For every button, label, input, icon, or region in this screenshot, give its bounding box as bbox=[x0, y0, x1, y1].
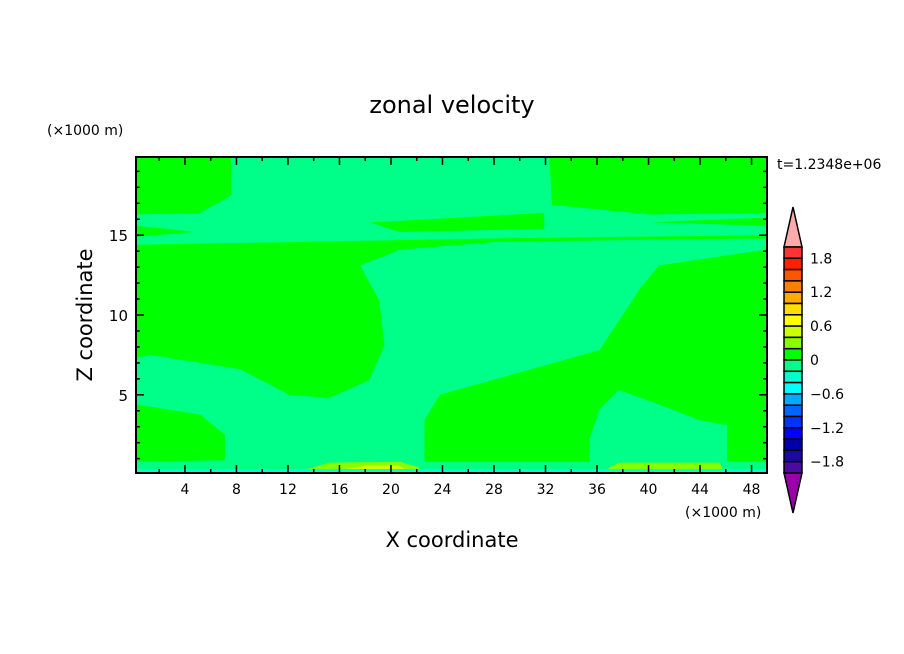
colorbar-under-triangle bbox=[783, 472, 803, 514]
colorbar-swatch bbox=[783, 449, 803, 463]
x-axis-label: X coordinate bbox=[385, 528, 518, 552]
colorbar-swatch bbox=[783, 359, 803, 373]
colorbar-swatch bbox=[783, 280, 803, 293]
colorbar-swatch bbox=[783, 347, 803, 361]
colorbar-swatch bbox=[783, 460, 803, 474]
colorbar-swatch bbox=[783, 438, 803, 452]
colorbar-swatch bbox=[783, 370, 803, 384]
x-tick-label: 36 bbox=[588, 482, 606, 498]
colorbar-swatch bbox=[783, 325, 803, 339]
colorbar-over-triangle bbox=[783, 206, 803, 248]
contour-region bbox=[136, 238, 767, 473]
colorbar: 1.8 1.2 0.6 0 −0.6 −1.2 −1.8 bbox=[783, 206, 844, 514]
colorbar-swatch bbox=[783, 291, 803, 305]
colorbar-label: 1.8 bbox=[810, 251, 832, 267]
colorbar-swatch bbox=[783, 393, 803, 406]
colorbar-swatch bbox=[783, 257, 803, 271]
colorbar-swatch bbox=[783, 381, 803, 395]
contour-region bbox=[649, 217, 767, 226]
x-tick-label: 4 bbox=[180, 482, 189, 498]
colorbar-label: −1.8 bbox=[810, 455, 844, 471]
contour-region bbox=[136, 404, 225, 462]
colorbar-label: −0.6 bbox=[810, 387, 844, 403]
colorbar-label: 0.6 bbox=[810, 319, 832, 335]
plot-area bbox=[136, 157, 767, 473]
colorbar-swatch bbox=[783, 336, 803, 350]
x-tick-label: 20 bbox=[382, 482, 400, 498]
colorbar-label: 0 bbox=[810, 353, 819, 369]
chart-title: zonal velocity bbox=[369, 91, 534, 119]
colorbar-swatch bbox=[783, 268, 803, 282]
x-tick-label: 28 bbox=[485, 482, 503, 498]
contour-region bbox=[136, 157, 767, 245]
plot-frame bbox=[135, 156, 768, 474]
contour-region bbox=[370, 212, 545, 232]
x-tick-label: 32 bbox=[537, 482, 555, 498]
y-tick-label: 10 bbox=[109, 307, 128, 325]
y-tick-label: 5 bbox=[118, 387, 128, 405]
contour-region bbox=[589, 390, 728, 473]
colorbar-label: 1.2 bbox=[810, 285, 832, 301]
colorbar-swatch bbox=[783, 404, 803, 418]
x-unit-label: (×1000 m) bbox=[685, 505, 761, 521]
x-tick-label: 24 bbox=[434, 482, 452, 498]
colorbar-swatch bbox=[783, 415, 803, 429]
contour-region bbox=[136, 225, 196, 237]
colorbar-swatch bbox=[783, 314, 803, 327]
colorbar-swatch bbox=[783, 302, 803, 316]
time-label: t=1.2348e+06 bbox=[777, 157, 881, 173]
y-unit-label: (×1000 m) bbox=[47, 123, 123, 139]
x-tick-label: 44 bbox=[691, 482, 709, 498]
x-tick-label: 8 bbox=[232, 482, 241, 498]
contour-region bbox=[339, 465, 406, 470]
x-tick-label: 40 bbox=[640, 482, 658, 498]
colorbar-label: −1.2 bbox=[810, 421, 844, 437]
x-tick-label: 48 bbox=[743, 482, 761, 498]
colorbar-swatch bbox=[783, 246, 803, 260]
colorbar-swatch bbox=[783, 427, 803, 440]
x-tick-label: 12 bbox=[279, 482, 297, 498]
x-tick-label: 16 bbox=[331, 482, 349, 498]
y-axis-label: Z coordinate bbox=[73, 248, 97, 381]
y-tick-label: 15 bbox=[109, 227, 128, 245]
